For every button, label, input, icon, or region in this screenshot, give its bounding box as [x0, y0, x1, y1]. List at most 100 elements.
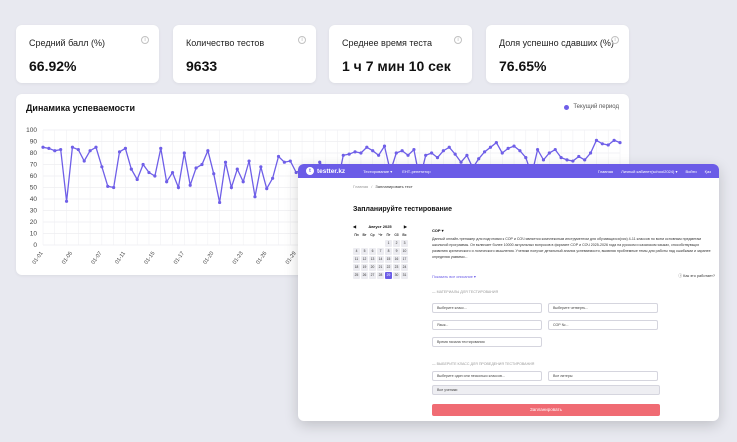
calendar-weekday: Чт: [378, 233, 383, 237]
calendar-day[interactable]: 22: [385, 264, 392, 271]
calendar-grid: Пн Вт Ср Чт Пт Сб Вс 1 2 3 4 5 6 7 8 9 10 11 12 13 14 15 16 17 1…: [353, 232, 408, 279]
calendar-day[interactable]: 4: [353, 248, 360, 255]
calendar-day[interactable]: 5: [361, 248, 368, 255]
data-point: [459, 160, 463, 164]
calendar-day[interactable]: 17: [401, 256, 408, 263]
calendar-day[interactable]: 21: [377, 264, 384, 271]
data-point: [571, 159, 575, 163]
how-it-works-link[interactable]: ⓘ Как это работает?: [678, 274, 715, 278]
calendar-day[interactable]: 29: [385, 272, 392, 279]
data-point: [64, 199, 69, 203]
data-point: [524, 156, 528, 160]
stat-card-average-score: Средний балл (%) i 66.92%: [16, 25, 159, 83]
calendar-day[interactable]: 20: [369, 264, 376, 271]
data-point: [135, 177, 139, 182]
data-point: [429, 151, 434, 155]
data-point: [94, 145, 98, 149]
letters-select[interactable]: Все литеры: [548, 371, 658, 381]
calendar-day[interactable]: 1: [385, 240, 392, 247]
quarter-select[interactable]: Выберите четверть...: [548, 303, 658, 313]
nav-item-account[interactable]: Личный кабинет(school2024) ▾: [621, 168, 678, 174]
calendar-next-icon[interactable]: ▶: [403, 224, 407, 229]
data-point: [477, 157, 481, 161]
data-point: [59, 147, 63, 152]
calendar-day[interactable]: 14: [377, 256, 384, 263]
nav-item-login[interactable]: Войти: [685, 168, 697, 174]
calendar-month: Август 2025: [368, 224, 392, 229]
calendar-weekday: Пн: [354, 233, 359, 237]
schedule-submit-button[interactable]: Запланировать: [432, 404, 660, 416]
info-icon[interactable]: i: [298, 36, 306, 44]
data-point: [512, 144, 516, 148]
calendar-day[interactable]: 19: [361, 264, 368, 271]
calendar-day[interactable]: 24: [401, 264, 408, 271]
stat-card-label: Количество тестов: [186, 38, 265, 48]
calendar-day[interactable]: 30: [393, 272, 400, 279]
language-switch[interactable]: Қаз: [704, 168, 711, 174]
class-select[interactable]: Выберите класс...: [432, 303, 542, 313]
breadcrumb-home[interactable]: Главная: [353, 184, 369, 189]
calendar-day[interactable]: 16: [393, 256, 400, 263]
stat-card-pass-rate: Доля успешно сдавших (%) i 76.65%: [486, 25, 629, 83]
calendar-day[interactable]: 13: [369, 256, 376, 263]
calendar-day[interactable]: 23: [393, 264, 400, 271]
calendar-empty-cell: [369, 240, 376, 247]
start-time-input[interactable]: Время начала тестирования: [432, 337, 542, 347]
data-point: [447, 145, 451, 149]
calendar-day[interactable]: 28: [377, 272, 384, 279]
calendar-day[interactable]: 11: [353, 256, 360, 263]
data-point: [347, 152, 351, 156]
calendar-day[interactable]: 6: [369, 248, 376, 255]
language-select[interactable]: Язык...: [432, 320, 542, 330]
data-point: [206, 149, 210, 153]
students-select[interactable]: Все ученики: [432, 385, 660, 395]
classes-multiselect[interactable]: Выберите один или несколько классов...: [432, 371, 542, 381]
data-point: [500, 151, 504, 155]
calendar-day[interactable]: 2: [393, 240, 400, 247]
nav-item-home[interactable]: Главная: [597, 168, 614, 174]
x-tick-label: 01-17: [173, 251, 186, 266]
calendar-weekday: Вт: [362, 233, 367, 237]
x-tick-label: 01-29: [285, 251, 298, 266]
calendar-day[interactable]: 15: [385, 256, 392, 263]
calendar-day[interactable]: 12: [361, 256, 368, 263]
data-point: [53, 149, 57, 153]
data-point: [547, 151, 551, 155]
info-icon[interactable]: i: [141, 36, 149, 44]
calendar-prev-icon[interactable]: ◀: [353, 224, 357, 229]
info-icon[interactable]: i: [454, 36, 462, 44]
schedule-test-window: t testter.kz Тестирование ▾ ЕНТ-репетито…: [298, 164, 719, 421]
nav-item-testing[interactable]: Тестирование ▾: [363, 168, 393, 174]
stat-card-label: Доля успешно сдавших (%): [499, 38, 614, 48]
data-point: [165, 180, 169, 184]
calendar-day[interactable]: 3: [401, 240, 408, 247]
data-point: [106, 184, 110, 188]
chart-legend[interactable]: Текущий период: [564, 104, 619, 110]
show-full-description-link[interactable]: Показать все описание ▾: [432, 275, 476, 279]
stat-card-tests-count: Количество тестов i 9633: [173, 25, 316, 83]
info-icon[interactable]: i: [611, 36, 619, 44]
calendar-day[interactable]: 7: [377, 248, 384, 255]
calendar-day[interactable]: 8: [385, 248, 392, 255]
calendar-day[interactable]: 10: [401, 248, 408, 255]
sor-number-select[interactable]: СОР №...: [548, 320, 658, 330]
data-point: [594, 138, 599, 142]
data-point: [259, 165, 263, 169]
calendar-day[interactable]: 27: [369, 272, 376, 279]
data-point: [359, 151, 363, 155]
x-tick-label: 01-20: [202, 251, 215, 266]
calendar-day[interactable]: 25: [353, 272, 360, 279]
calendar-day[interactable]: 9: [393, 248, 400, 255]
data-point: [223, 160, 228, 164]
top-navbar: t testter.kz Тестирование ▾ ЕНТ-репетито…: [298, 164, 719, 178]
calendar-day[interactable]: 26: [361, 272, 368, 279]
data-point: [583, 158, 587, 162]
nav-item-ent-tutor[interactable]: ЕНТ-репетитор: [402, 168, 431, 174]
calendar-day[interactable]: 31: [401, 272, 408, 279]
test-type-dropdown[interactable]: СОР ▾: [432, 228, 444, 233]
data-point: [453, 152, 457, 156]
calendar-day[interactable]: 18: [353, 264, 360, 271]
data-point: [535, 147, 540, 152]
site-logo[interactable]: t testter.kz: [306, 167, 345, 175]
calendar-empty-cell: [377, 240, 384, 247]
